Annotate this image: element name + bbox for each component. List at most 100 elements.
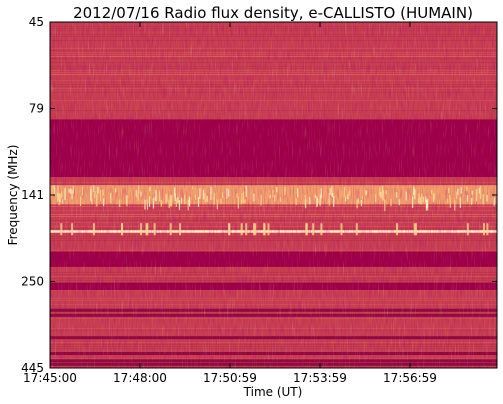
emission-spike (53, 185, 55, 196)
emission-spike (202, 189, 205, 200)
x-tick-label: 17:53:59 (293, 371, 347, 385)
emission-spike (126, 198, 128, 206)
emission-spike (449, 194, 451, 200)
burst (312, 223, 315, 236)
emission-spike (68, 188, 70, 193)
emission-spike (64, 188, 66, 201)
emission-spike (425, 200, 428, 211)
emission-spike (348, 190, 351, 196)
emission-spike (486, 194, 488, 202)
emission-spike (241, 200, 243, 205)
burst (267, 223, 270, 236)
emission-spike (174, 187, 176, 197)
emission-spike (115, 188, 117, 193)
emission-spike (421, 193, 423, 205)
emission-spike (365, 189, 367, 196)
emission-spike (333, 196, 335, 207)
x-tick-label: 17:50:59 (203, 371, 257, 385)
emission-spike (241, 193, 243, 202)
emission-spike (148, 196, 151, 207)
emission-spike (413, 186, 415, 196)
emission-spike (273, 194, 276, 202)
emission-spike (344, 196, 347, 201)
emission-spike (272, 189, 274, 198)
emission-spike (466, 186, 468, 192)
y-axis: 45 79 141 250 445 (21, 15, 497, 375)
emission-spike (295, 198, 297, 206)
burst (263, 223, 266, 236)
burst (228, 223, 231, 236)
emission-spike (152, 198, 155, 209)
emission-spike (284, 186, 286, 196)
x-tick-label: 17:56:59 (383, 371, 437, 385)
emission-spike (174, 193, 176, 202)
emission-spike (360, 199, 362, 207)
emission-spike (210, 186, 212, 195)
burst (153, 223, 156, 236)
emission-spike (244, 199, 246, 203)
emission-spike (213, 192, 216, 201)
emission-spike (160, 199, 162, 207)
emission-spike (320, 188, 322, 199)
emission-spike (328, 192, 330, 203)
burst (482, 223, 485, 236)
emission-spike (493, 197, 495, 206)
emission-spike (454, 199, 456, 211)
emission-spike (455, 191, 457, 200)
burst (146, 223, 149, 236)
emission-spike (482, 194, 484, 205)
emission-spike (385, 190, 387, 195)
emission-spike (184, 194, 186, 205)
emission-spike (381, 185, 384, 193)
emission-spike (447, 198, 449, 203)
x-tick-label: 17:45:00 (23, 371, 77, 385)
emission-spike (253, 193, 255, 202)
emission-spike (178, 200, 181, 211)
emission-spike (71, 189, 73, 200)
emission-spike (58, 198, 60, 206)
emission-spike (72, 186, 74, 194)
emission-spike (417, 198, 420, 204)
burst (71, 223, 74, 236)
emission-spike (471, 197, 473, 205)
burst (92, 223, 95, 236)
y-tick-label: 79 (29, 102, 44, 116)
y-tick-label: 45 (29, 15, 44, 29)
emission-spike (347, 194, 349, 200)
chart-title: 2012/07/16 Radio flux density, e-CALLIST… (73, 4, 473, 22)
emission-spike (61, 191, 63, 198)
burst (254, 223, 257, 236)
y-tick-label: 445 (21, 361, 44, 375)
emission-spike (280, 197, 282, 202)
emission-spike (356, 199, 358, 209)
emission-spike (220, 198, 222, 205)
emission-spike (374, 194, 377, 203)
emission-spike (81, 186, 84, 196)
emission-spike (169, 194, 172, 203)
x-tick-label: 17:48:00 (113, 371, 167, 385)
emission-spike (166, 193, 168, 202)
emission-spike (309, 197, 311, 205)
emission-spike (430, 189, 433, 194)
emission-spike (471, 190, 473, 195)
emission-spike (459, 197, 461, 208)
emission-spike (195, 194, 197, 200)
emission-spike (422, 196, 424, 203)
emission-spike (140, 191, 142, 197)
emission-spike (405, 191, 407, 201)
burst (60, 223, 63, 236)
emission-spike (432, 192, 435, 203)
emission-spike (380, 192, 382, 199)
emission-spike (316, 197, 319, 207)
emission-spike (304, 195, 306, 206)
emission-spike (216, 199, 218, 210)
emission-spike (90, 189, 92, 201)
emission-spike (379, 186, 381, 196)
emission-spike (297, 188, 299, 198)
emission-spike (479, 193, 482, 200)
emission-spike (177, 196, 179, 204)
emission-spike (149, 186, 151, 192)
emission-spike (155, 190, 157, 201)
emission-spike (170, 195, 173, 207)
